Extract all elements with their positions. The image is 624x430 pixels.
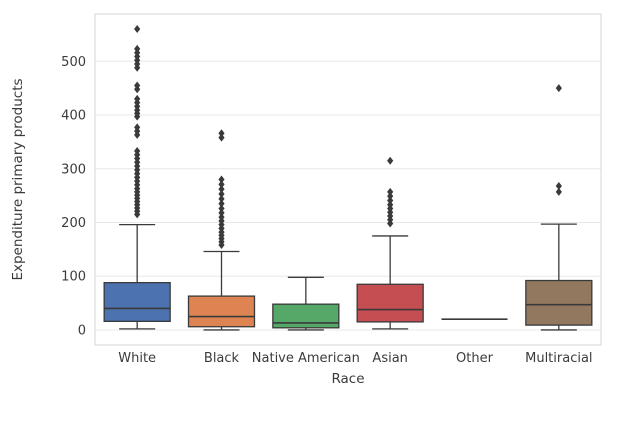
box-group-multiracial — [525, 84, 593, 331]
outlier-marker — [387, 156, 394, 165]
y-tick-label: 400 — [61, 109, 86, 124]
outlier-marker — [218, 204, 225, 213]
outlier-marker — [387, 192, 394, 201]
y-tick-label: 300 — [61, 162, 86, 177]
y-tick-label: 200 — [61, 216, 86, 231]
x-tick-label: Multiracial — [525, 351, 592, 366]
x-axis-title: Race — [331, 371, 364, 387]
x-tick-label: Native American — [252, 351, 360, 366]
outlier-marker — [218, 199, 225, 208]
outlier-marker — [218, 190, 225, 199]
outlier-marker — [218, 129, 225, 138]
outlier-marker — [134, 44, 141, 53]
box-group-black — [187, 129, 256, 331]
outlier-marker — [387, 196, 394, 205]
outlier-marker — [134, 147, 141, 156]
outlier-marker — [218, 213, 225, 222]
box — [272, 303, 340, 329]
outlier-marker — [134, 25, 141, 34]
outlier-marker — [555, 84, 562, 93]
box — [103, 282, 171, 323]
outlier-marker — [134, 94, 141, 103]
box-group-white — [103, 25, 171, 330]
box — [525, 279, 593, 326]
outlier-marker — [555, 187, 562, 196]
x-tick-label: Other — [456, 351, 494, 366]
box — [187, 295, 256, 328]
outlier-marker — [218, 133, 225, 142]
x-tick-label: Asian — [372, 351, 407, 366]
box-group-asian — [356, 156, 424, 330]
outlier-marker — [387, 187, 394, 196]
plot-border — [94, 13, 602, 346]
y-tick-label: 500 — [61, 55, 86, 70]
box — [356, 283, 424, 323]
x-tick-label: White — [118, 351, 156, 366]
outlier-marker — [218, 194, 225, 203]
outlier-marker — [387, 200, 394, 209]
outlier-marker — [218, 180, 225, 189]
outlier-marker — [218, 175, 225, 184]
outlier-marker — [134, 123, 141, 132]
y-axis-title: Expenditure primary products — [10, 78, 26, 280]
y-tick-label: 0 — [78, 323, 86, 338]
y-tick-label: 100 — [61, 270, 86, 285]
outlier-marker — [218, 185, 225, 194]
outlier-marker — [555, 181, 562, 190]
box-group-native-american — [272, 276, 340, 331]
outlier-marker — [218, 208, 225, 217]
x-tick-label: Black — [204, 351, 240, 366]
outlier-marker — [134, 81, 141, 90]
